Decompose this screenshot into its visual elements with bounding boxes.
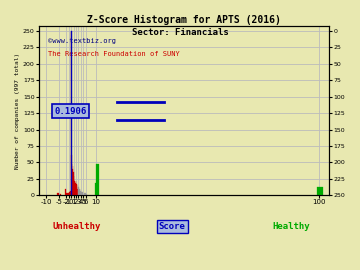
Bar bbox=[85, 193, 86, 195]
Bar bbox=[70, 191, 71, 195]
Bar bbox=[58, 193, 59, 195]
Bar bbox=[66, 193, 67, 195]
Text: Unhealthy: Unhealthy bbox=[52, 222, 101, 231]
Bar bbox=[60, 194, 61, 195]
Text: The Research Foundation of SUNY: The Research Foundation of SUNY bbox=[48, 51, 179, 57]
Bar bbox=[96, 164, 99, 195]
Bar bbox=[67, 193, 68, 195]
Y-axis label: Number of companies (997 total): Number of companies (997 total) bbox=[15, 52, 20, 169]
Bar bbox=[78, 187, 79, 195]
Bar bbox=[317, 187, 323, 195]
Bar bbox=[82, 192, 84, 195]
Title: Z-Score Histogram for APTS (2016): Z-Score Histogram for APTS (2016) bbox=[87, 15, 281, 25]
Bar bbox=[69, 192, 70, 195]
Text: Healthy: Healthy bbox=[273, 222, 310, 231]
Bar bbox=[95, 183, 96, 195]
Bar bbox=[79, 189, 80, 195]
Bar bbox=[84, 193, 85, 195]
Bar bbox=[65, 189, 66, 195]
Bar bbox=[86, 194, 87, 195]
Text: Score: Score bbox=[159, 222, 186, 231]
Bar bbox=[81, 192, 82, 195]
Text: 0.1906: 0.1906 bbox=[54, 107, 86, 116]
Text: ©www.textbiz.org: ©www.textbiz.org bbox=[48, 38, 116, 44]
Bar bbox=[80, 191, 81, 195]
Text: Sector: Financials: Sector: Financials bbox=[132, 28, 228, 37]
